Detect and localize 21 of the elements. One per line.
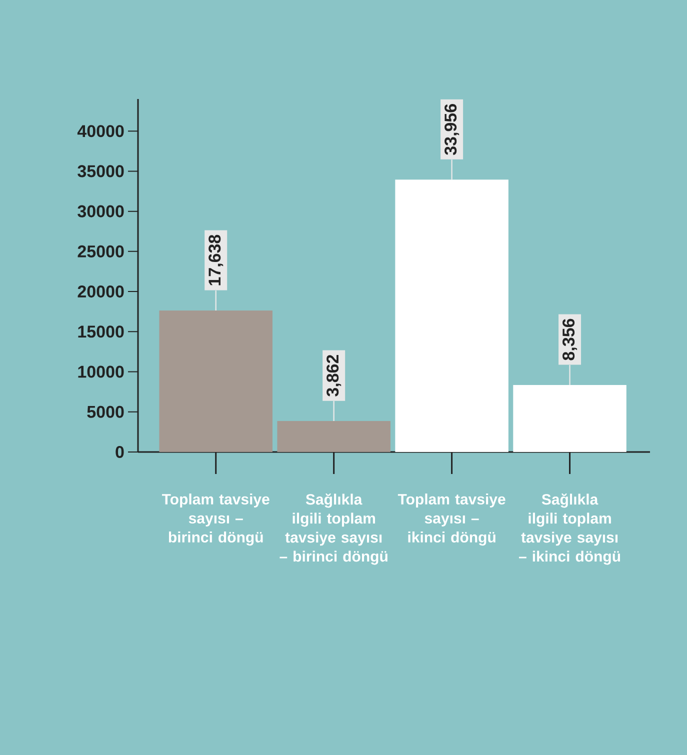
y-tick-label: 20000 <box>78 286 124 298</box>
y-tick-label: 10000 <box>78 366 124 378</box>
x-tick-label: Sağlıkla ilgili toplam tavsiye sayısı – birinci döngü <box>280 494 388 565</box>
x-tick-label: Toplam tavsiye sayısı – ikinci döngü <box>398 494 506 546</box>
data-label: 3,862 <box>326 354 342 396</box>
bar <box>513 384 626 452</box>
bar <box>395 180 508 452</box>
bar <box>277 421 390 452</box>
data-label: 17,638 <box>208 234 224 286</box>
y-tick-label: 40000 <box>77 125 124 138</box>
x-tick-label: Sağlıkla ilgili toplam tavsiye sayısı – ikinci döngü <box>518 494 620 565</box>
y-tick-label: 5000 <box>87 406 124 418</box>
y-tick-label: 25000 <box>78 245 124 258</box>
y-tick-label: 15000 <box>78 326 124 338</box>
bar <box>159 310 272 452</box>
data-label: 8,356 <box>562 318 578 360</box>
y-tick-label: 0 <box>116 446 124 458</box>
x-tick-label: Toplam tavsiye sayısı – birinci döngü <box>162 494 270 546</box>
y-tick-label: 30000 <box>78 205 124 218</box>
y-tick-label: 35000 <box>78 165 124 178</box>
data-label: 33,956 <box>444 104 460 155</box>
